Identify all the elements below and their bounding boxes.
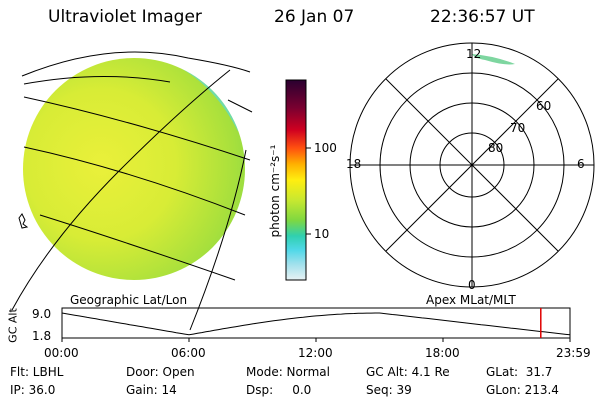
timeline-xtick-1: 06:00 xyxy=(171,346,206,360)
image-time: 22:36:57 UT xyxy=(430,7,535,27)
timeline-xtick-4: 23:59 xyxy=(556,346,591,360)
status-dsp: Dsp: 0.0 xyxy=(246,383,312,397)
orbit-altitude-curve xyxy=(61,312,571,336)
timeline-xtick-2: 12:00 xyxy=(298,346,333,360)
status-seq: Seq: 39 xyxy=(366,383,412,397)
timeline-ytick-low: 1.8 xyxy=(32,329,52,343)
timeline-frame xyxy=(61,307,571,339)
uv-emission-disk xyxy=(23,58,245,280)
coastline-icon xyxy=(18,213,29,229)
auroral-emission-patch xyxy=(472,54,515,65)
mlat-label-60: 60 xyxy=(536,99,552,113)
status-door: Door: Open xyxy=(126,365,195,379)
geographic-label: Geographic Lat/Lon xyxy=(70,293,188,307)
status-gc-alt: GC Alt: 4.1 Re xyxy=(366,365,450,379)
geographic-grid xyxy=(11,51,253,331)
apex-label: Apex MLat/MLT xyxy=(426,293,516,307)
mlat-label-80: 80 xyxy=(488,141,504,155)
polar-diagonal-2 xyxy=(385,78,559,252)
mlt-label-12: 12 xyxy=(466,47,482,61)
status-glat: GLat: 31.7 xyxy=(486,365,553,379)
timeline-ytick-high: 9.0 xyxy=(32,307,52,321)
timeline-xtick-0: 00:00 xyxy=(44,346,79,360)
mlt-label-6: 6 xyxy=(577,157,585,171)
status-filter: Flt: LBHL xyxy=(10,365,64,379)
status-gain: Gain: 14 xyxy=(126,383,177,397)
status-glon: GLon: 213.4 xyxy=(486,383,559,397)
status-mode: Mode: Normal xyxy=(246,365,330,379)
timeline-ylabel: GC Alt xyxy=(6,308,20,343)
timeline-xtick-3: 18:00 xyxy=(425,346,460,360)
mlat-label-70: 70 xyxy=(510,121,526,135)
status-ip: IP: 36.0 xyxy=(10,383,56,397)
mlt-label-0: 0 xyxy=(468,278,476,292)
colorbar-tick-100: 100 xyxy=(314,141,337,155)
mlt-label-18: 18 xyxy=(346,157,362,171)
colorbar-tick-10: 10 xyxy=(314,227,330,241)
instrument-title: Ultraviolet Imager xyxy=(48,7,202,27)
image-date: 26 Jan 07 xyxy=(274,7,355,27)
